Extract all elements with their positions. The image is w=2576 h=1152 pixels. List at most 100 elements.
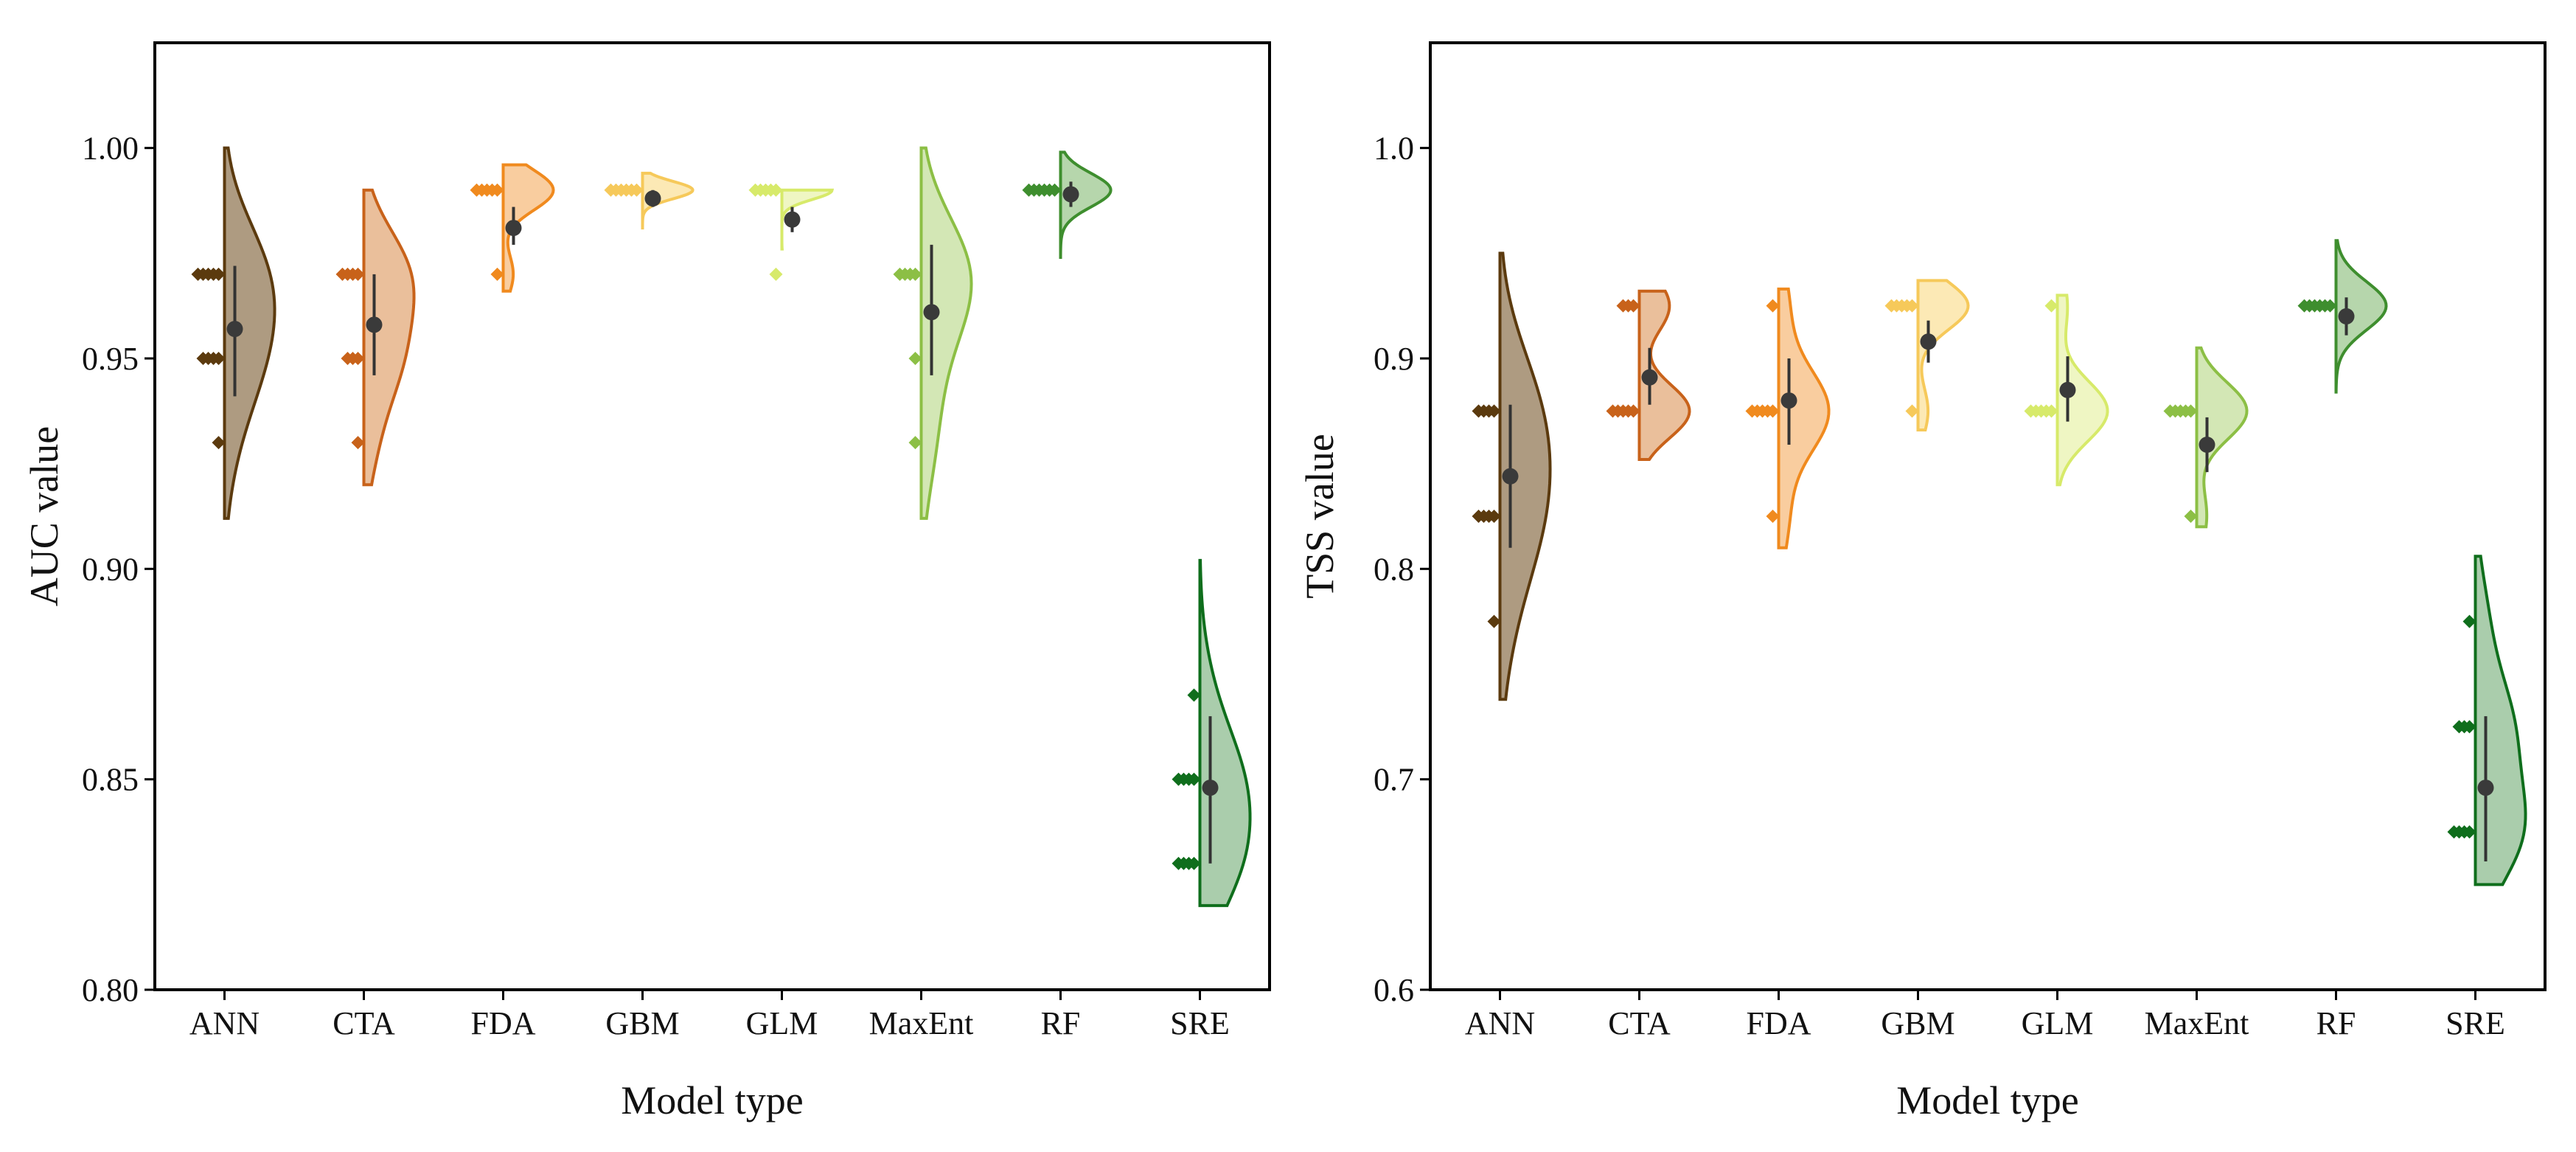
data-point — [1766, 510, 1780, 523]
data-point — [191, 267, 205, 281]
violin-fda — [1745, 287, 1831, 549]
y-tick-label: 0.8 — [1374, 551, 1414, 587]
data-point — [196, 352, 210, 365]
mean-point — [226, 321, 243, 338]
x-tick-label: CTA — [333, 1005, 395, 1041]
data-point — [1172, 772, 1186, 786]
violin-body — [1777, 287, 1831, 549]
data-point — [351, 436, 365, 450]
violin-cta — [335, 188, 416, 487]
violin-ann — [191, 146, 276, 520]
violin-sre — [2447, 555, 2527, 886]
violin-body — [362, 188, 416, 487]
y-tick-label: 1.00 — [82, 131, 139, 167]
y-tick-label: 0.85 — [82, 762, 139, 798]
data-point — [1472, 510, 1486, 523]
violin-gbm — [604, 171, 695, 230]
violin-body — [1198, 558, 1252, 907]
auc-violins — [191, 146, 1252, 907]
mean-point — [505, 220, 522, 237]
data-point — [2184, 510, 2198, 523]
data-point — [1487, 614, 1501, 628]
violin-body — [1637, 289, 1691, 461]
tss-y-axis-title: TSS value — [1298, 434, 1342, 599]
mean-point — [1641, 369, 1658, 386]
auc-y-axis-title: AUC value — [22, 426, 66, 606]
tss-y-ticks: 0.6 0.7 0.8 0.9 1.0 — [1374, 131, 1430, 1008]
x-tick-label: GBM — [1881, 1005, 1954, 1041]
x-tick-label: FDA — [470, 1005, 535, 1041]
auc-plot-frame — [153, 41, 1271, 991]
data-point — [470, 183, 484, 197]
violin-body — [919, 146, 973, 520]
data-point — [2462, 614, 2476, 628]
data-point — [2447, 825, 2461, 839]
mean-point — [1502, 468, 1519, 485]
auc-y-ticks: 0.80 0.85 0.90 0.95 1.00 — [82, 131, 155, 1008]
x-tick-label: ANN — [1465, 1005, 1535, 1041]
violin-cta — [1606, 289, 1691, 461]
x-tick-label: FDA — [1746, 1005, 1811, 1041]
y-tick-label: 0.90 — [82, 551, 139, 587]
violin-maxent — [893, 146, 973, 520]
data-point — [1766, 299, 1780, 313]
x-tick-label: ANN — [189, 1005, 260, 1041]
y-tick-label: 0.7 — [1374, 762, 1414, 798]
data-point — [1616, 299, 1630, 313]
mean-point — [2199, 436, 2215, 453]
violin-glm — [748, 183, 835, 281]
data-point — [1187, 688, 1201, 702]
violin-body — [223, 146, 276, 520]
violin-body — [2195, 346, 2249, 529]
violin-body — [1059, 150, 1113, 260]
tss-panel: 0.6 0.7 0.8 0.9 1.0 ANN CTA FDA GBM GLM MaxEnt RF S… — [1298, 41, 2547, 1122]
mean-point — [1202, 780, 1219, 797]
mean-point — [923, 304, 940, 321]
data-point — [1606, 404, 1620, 418]
y-tick-label: 0.6 — [1374, 972, 1414, 1008]
violin-body — [2474, 555, 2527, 886]
x-tick-label: RF — [1041, 1005, 1081, 1041]
mean-point — [1062, 186, 1079, 203]
mean-point — [2477, 780, 2494, 797]
data-point — [1905, 404, 1919, 418]
violin-body — [641, 171, 695, 230]
auc-panel: 0.80 0.85 0.90 0.95 1.00 ANN CTA FDA GBM GLM MaxE… — [22, 41, 1271, 1122]
data-point — [893, 267, 907, 281]
auc-x-axis-title: Model type — [621, 1078, 803, 1122]
y-tick-label: 0.95 — [82, 341, 139, 377]
violin-gbm — [1884, 279, 1970, 432]
violin-body — [2055, 294, 2109, 487]
x-tick-label: GLM — [746, 1005, 818, 1041]
x-tick-label: SRE — [2446, 1005, 2505, 1041]
violin-rf — [2297, 239, 2388, 394]
data-point — [2452, 720, 2466, 734]
data-point — [341, 352, 355, 365]
data-point — [604, 183, 618, 197]
data-point — [2163, 404, 2177, 418]
violin-body — [1916, 279, 1970, 432]
data-point — [2044, 299, 2058, 313]
data-point — [1022, 183, 1036, 197]
violin-fda — [470, 163, 555, 293]
data-point — [212, 436, 226, 450]
data-point — [2297, 299, 2311, 313]
data-point — [769, 267, 783, 281]
data-point — [1745, 404, 1759, 418]
tss-x-ticks: ANN CTA FDA GBM GLM MaxEnt RF SRE — [1465, 990, 2505, 1041]
violin-maxent — [2163, 346, 2249, 529]
data-point — [1884, 299, 1898, 313]
tss-plot-frame — [1429, 41, 2547, 991]
mean-point — [2338, 308, 2355, 325]
x-tick-label: RF — [2316, 1005, 2356, 1041]
data-point — [748, 183, 762, 197]
x-tick-label: GBM — [605, 1005, 679, 1041]
mean-point — [784, 211, 801, 228]
x-tick-label: MaxEnt — [2145, 1005, 2249, 1041]
data-point — [2024, 404, 2038, 418]
violin-body — [2334, 239, 2388, 394]
x-tick-label: CTA — [1608, 1005, 1671, 1041]
mean-point — [1920, 333, 1937, 350]
x-tick-label: MaxEnt — [869, 1005, 974, 1041]
